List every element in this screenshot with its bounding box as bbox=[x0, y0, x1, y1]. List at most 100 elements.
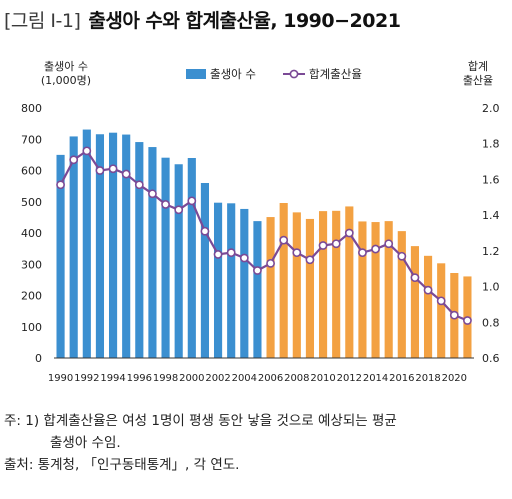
x-tick-label: 2000 bbox=[179, 373, 204, 384]
tfr-point-2017 bbox=[410, 273, 420, 283]
bar-2008 bbox=[292, 212, 301, 358]
y-tick-right-label: 0.8 bbox=[482, 316, 500, 329]
bar-2009 bbox=[305, 218, 315, 358]
x-tick-label: 2014 bbox=[363, 373, 388, 384]
y-axis-right-title: 합계 bbox=[468, 60, 488, 73]
bar-2000 bbox=[187, 158, 196, 358]
note-1: 주: 1) 합계출산율은 여성 1명이 평생 동안 낳을 것으로 예상되는 평균 bbox=[4, 413, 397, 429]
source-note: 출처: 통계청, 「인구동태통계」, 각 연도. bbox=[4, 457, 240, 473]
bar-2016 bbox=[397, 231, 406, 358]
bar-1999 bbox=[174, 164, 183, 358]
tfr-point-2007 bbox=[279, 235, 289, 245]
x-axis: 1990 1992 1994 1996 1998 2000 2002 2004 2006 2008… bbox=[48, 373, 467, 384]
tfr-point-2019 bbox=[436, 296, 446, 306]
tfr-point-1999 bbox=[174, 205, 184, 215]
y-tick-right-label: 2.0 bbox=[482, 102, 500, 115]
bar-1991 bbox=[69, 136, 78, 358]
tfr-point-2013 bbox=[358, 248, 367, 258]
legend: 출생아 수 합계출산율 bbox=[186, 67, 362, 81]
tfr-line bbox=[56, 146, 472, 325]
x-tick-label: 2010 bbox=[310, 373, 335, 384]
legend-label-births: 출생아 수 bbox=[210, 67, 256, 81]
footnotes: 주: 1) 합계출산율은 여성 1명이 평생 동안 낳을 것으로 예상되는 평균… bbox=[4, 410, 510, 476]
bar-1995 bbox=[122, 134, 131, 358]
x-tick-label: 2004 bbox=[232, 373, 257, 384]
x-tick-label: 1994 bbox=[100, 373, 125, 384]
bar-2015 bbox=[384, 221, 393, 358]
chart-title: [그림 Ⅰ-1] 출생아 수와 합계출산율, 1990−2021 bbox=[4, 6, 401, 33]
tfr-series-line bbox=[59, 149, 468, 322]
tfr-point-1991 bbox=[69, 155, 79, 165]
y-axis-left: 0 100 200 300 400 500 600 700 800 bbox=[21, 102, 42, 365]
x-tick-label: 2012 bbox=[337, 373, 362, 384]
x-tick-label: 2002 bbox=[205, 373, 230, 384]
tfr-point-1992 bbox=[82, 146, 92, 156]
y-tick-right-label: 1.0 bbox=[482, 281, 500, 294]
bar-2011 bbox=[332, 210, 341, 358]
combo-chart: 출생아 수(1,000명)합계출산율 출생아 수 합계출산율 010020030… bbox=[21, 60, 500, 384]
tfr-point-2004 bbox=[239, 253, 249, 263]
tfr-point-2014 bbox=[371, 244, 380, 254]
bar-2013 bbox=[358, 221, 367, 358]
tfr-point-2003 bbox=[226, 248, 236, 258]
y-tick-left-label: 600 bbox=[21, 165, 42, 178]
tfr-point-2002 bbox=[213, 250, 223, 259]
tfr-point-2021 bbox=[463, 316, 472, 325]
bar-2007 bbox=[279, 203, 288, 358]
tfr-point-2015 bbox=[384, 239, 394, 249]
figure-title: 출생아 수와 합계출산율, 1990−2021 bbox=[88, 10, 401, 32]
y-axis-right-title: 출산율 bbox=[463, 74, 493, 87]
tfr-point-1996 bbox=[134, 180, 144, 190]
bar-2012 bbox=[345, 206, 354, 358]
tfr-point-1995 bbox=[121, 169, 131, 179]
bar-2014 bbox=[371, 222, 380, 358]
tfr-point-2016 bbox=[397, 251, 407, 261]
tfr-point-2012 bbox=[344, 228, 354, 238]
tfr-point-2005 bbox=[253, 266, 262, 275]
legend-label-tfr: 합계출산율 bbox=[309, 67, 362, 81]
bar-1996 bbox=[135, 142, 144, 358]
tfr-point-1997 bbox=[148, 189, 157, 199]
x-tick-label: 1996 bbox=[127, 373, 152, 384]
legend-swatch-tfr-marker bbox=[289, 69, 299, 79]
figure-label: [그림 Ⅰ-1] bbox=[4, 10, 81, 32]
tfr-point-2010 bbox=[318, 241, 328, 250]
y-tick-left-label: 400 bbox=[21, 227, 42, 240]
y-tick-right-label: 1.6 bbox=[482, 173, 500, 186]
y-axis-right: 0.6 0.8 1.0 1.2 1.4 1.6 1.8 2.0 bbox=[482, 102, 500, 365]
tfr-point-1990 bbox=[56, 180, 65, 190]
x-tick-label: 1998 bbox=[153, 373, 178, 384]
tfr-point-2008 bbox=[292, 248, 302, 258]
y-axis-left-title: 출생아 수 bbox=[44, 60, 88, 73]
bar-2005 bbox=[253, 221, 262, 358]
x-tick-label: 2016 bbox=[389, 373, 414, 384]
x-tick-label: 1990 bbox=[48, 373, 73, 384]
tfr-point-2000 bbox=[187, 196, 197, 206]
bar-1998 bbox=[161, 157, 170, 358]
bar-1994 bbox=[108, 132, 118, 358]
x-tick-label: 1992 bbox=[74, 373, 99, 384]
bar-1990 bbox=[56, 154, 65, 358]
tfr-point-2006 bbox=[266, 258, 275, 268]
x-tick-label: 2006 bbox=[258, 373, 283, 384]
y-tick-left-label: 300 bbox=[21, 258, 42, 271]
y-tick-right-label: 1.8 bbox=[482, 138, 500, 151]
axis-labels: 출생아 수(1,000명)합계출산율 bbox=[41, 60, 493, 87]
bar-1993 bbox=[95, 134, 105, 358]
y-tick-left-label: 500 bbox=[21, 196, 42, 209]
y-tick-left-label: 100 bbox=[21, 321, 42, 334]
x-tick-label: 2018 bbox=[415, 373, 440, 384]
x-tick-label: 2008 bbox=[284, 373, 309, 384]
y-axis-left-title: (1,000명) bbox=[41, 74, 91, 87]
bar-2004 bbox=[240, 208, 249, 358]
bar-2001 bbox=[200, 183, 210, 358]
bar-1997 bbox=[148, 147, 157, 358]
bars bbox=[56, 129, 472, 358]
x-tick-label: 2020 bbox=[442, 373, 467, 384]
tfr-point-2011 bbox=[331, 239, 341, 249]
y-tick-left-label: 200 bbox=[21, 290, 42, 303]
tfr-point-1994 bbox=[108, 164, 118, 174]
tfr-point-2020 bbox=[449, 310, 459, 320]
y-tick-left-label: 700 bbox=[21, 133, 42, 146]
tfr-point-2009 bbox=[305, 255, 315, 265]
